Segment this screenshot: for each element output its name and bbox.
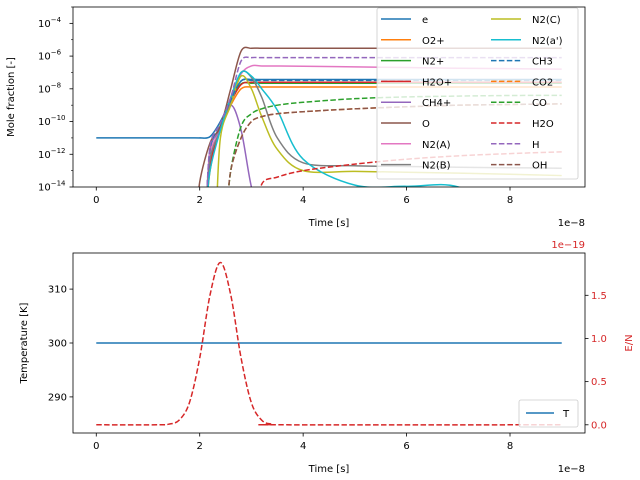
legend-label: N2(a') [532,36,563,47]
y-axis-label: Temperature [K] [19,302,30,384]
y-tick-label: 10−6 [38,49,62,63]
x-tick-label: 4 [300,195,306,206]
y-tick-label: 290 [48,392,67,403]
y-tick-base: 10 [38,150,51,161]
legend-label: N2(B) [422,161,451,172]
legend-label: OH [532,161,547,172]
x-axis-label: Time [s] [308,464,350,475]
y2-offset-label: 1e−19 [551,240,585,251]
top-legend: e O2+ N2+ H2O+ CH4+ O N2(A) N2(B) N2(C) N2(a') CH3… [376,7,579,180]
y-tick-label: 310 [48,285,67,296]
legend-label: H2O+ [422,77,452,88]
y-tick-exponent: −10 [51,114,66,122]
legend-label: CH3 [532,57,553,68]
series-line-co [228,94,562,187]
y-tick-label: 300 [48,339,67,350]
top-axes-frame [72,6,586,188]
y2-tick-label: 1.0 [591,334,607,345]
y-tick-exponent: −8 [51,81,61,89]
legend-label: CO2 [532,77,553,88]
x-tick-label: 8 [507,441,513,452]
legend-label: O2+ [422,36,445,47]
y-tick-label: 10−8 [38,81,61,95]
x-tick-label: 0 [93,441,99,452]
bottom-axes: 0 2 4 6 8 290 300 310 0.0 0.5 1.0 1.5 Time [s] 1e−8 1e… [19,240,635,475]
y-tick-exponent: −6 [51,49,62,57]
series-line-n2-a- [207,70,461,187]
legend-label: N2(A) [422,140,451,151]
y-tick-label: 10−4 [38,16,62,30]
y2-tick-label: 0.0 [591,420,607,431]
x-axis-label: Time [s] [308,218,350,229]
x-offset-label: 1e−8 [558,218,585,229]
en-series-line [96,261,562,426]
y-tick-label: 10−12 [38,147,66,161]
y2-axis-label: E/N [624,334,635,351]
legend-label: T [562,409,570,420]
legend-label: N2(C) [532,15,561,26]
legend-label: O [422,119,430,130]
x-tick-label: 6 [403,441,409,452]
x-tick-label: 0 [93,195,99,206]
y-tick-label: 10−14 [38,180,66,194]
y2-tick-label: 0.5 [591,377,607,388]
y-tick-label: 10−10 [38,114,66,128]
y-tick-base: 10 [38,84,51,95]
x-tick-label: 6 [403,195,409,206]
x-tick-label: 8 [507,195,513,206]
y-tick-exponent: −12 [51,147,66,155]
legend-label: N2+ [422,57,444,68]
x-tick-label: 2 [197,195,203,206]
y-axis-label: Mole fraction [-] [6,57,17,137]
legend-label: e [422,15,428,26]
series-line-ch4- [206,104,253,187]
y-tick-exponent: −14 [51,180,66,188]
x-tick-label: 4 [300,441,306,452]
y-tick-base: 10 [38,183,51,194]
bottom-legend: T [518,399,579,428]
x-tick-label: 2 [197,441,203,452]
x-offset-label: 1e−8 [558,464,585,475]
y-tick-base: 10 [38,19,51,30]
y2-tick-label: 1.5 [591,291,607,302]
y-tick-base: 10 [38,117,51,128]
legend-label: H [532,140,540,151]
y-tick-exponent: −4 [51,16,62,24]
legend-label: CH4+ [422,98,451,109]
legend-box [376,7,579,180]
legend-label: CO [532,98,547,109]
y-tick-base: 10 [38,52,51,63]
legend-label: H2O [532,119,554,130]
